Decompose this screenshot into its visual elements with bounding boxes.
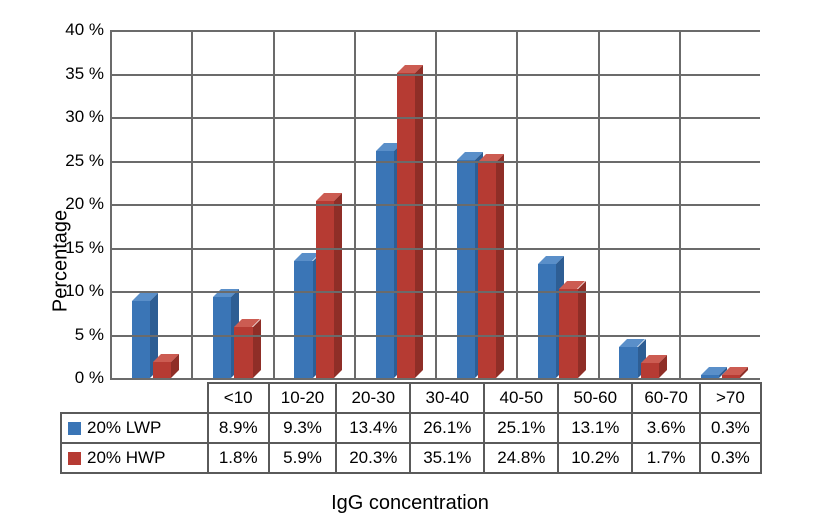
legend-label: 20% HWP <box>87 448 165 467</box>
category-header-cell: 60-70 <box>632 383 700 413</box>
legend-cell: 20% LWP <box>61 413 208 443</box>
gridline <box>112 248 760 250</box>
bar-front-face <box>538 264 556 378</box>
bar-front-face <box>132 301 150 378</box>
data-cell: 0.3% <box>700 413 761 443</box>
legend-cell: 20% HWP <box>61 443 208 473</box>
bar <box>641 363 659 378</box>
category-header-cell: >70 <box>700 383 761 413</box>
data-cell: 8.9% <box>208 413 269 443</box>
data-cell: 1.7% <box>632 443 700 473</box>
data-cell: 0.3% <box>700 443 761 473</box>
category-header-cell: <10 <box>208 383 269 413</box>
bar <box>619 347 637 378</box>
table-row: 20% HWP 1.8%5.9%20.3%35.1%24.8%10.2%1.7%0… <box>61 443 761 473</box>
y-tick-label: 25 % <box>65 151 112 171</box>
bar <box>478 162 496 378</box>
bar <box>722 375 740 378</box>
gridline <box>112 117 760 119</box>
bar <box>538 264 556 378</box>
bar-front-face <box>701 375 719 378</box>
y-tick-label: 40 % <box>65 20 112 40</box>
bar-front-face <box>619 347 637 378</box>
bar <box>213 297 231 378</box>
gridline <box>112 335 760 337</box>
bar-front-face <box>722 375 740 378</box>
bar-side-face <box>578 281 586 378</box>
data-table: <1010-2020-3030-4040-5050-6060-70>7020% … <box>60 382 762 474</box>
bar-front-face <box>478 162 496 378</box>
y-tick-label: 20 % <box>65 194 112 214</box>
bar-front-face <box>376 151 394 378</box>
data-cell: 25.1% <box>484 413 558 443</box>
bar-front-face <box>213 297 231 378</box>
y-tick-label: 5 % <box>75 325 112 345</box>
y-tick-label: 15 % <box>65 238 112 258</box>
gridline <box>112 30 760 32</box>
chart-container: Percentage 0 %5 %10 %15 %20 %25 %30 %35 … <box>0 0 820 521</box>
bar <box>153 362 171 378</box>
data-cell: 13.1% <box>558 413 632 443</box>
table-row: 20% LWP 8.9%9.3%13.4%26.1%25.1%13.1%3.6%0… <box>61 413 761 443</box>
bar-front-face <box>641 363 659 378</box>
legend-swatch <box>68 452 81 465</box>
bar-side-face <box>334 193 342 378</box>
data-cell: 9.3% <box>269 413 337 443</box>
y-tick-label: 35 % <box>65 64 112 84</box>
table-header-row: <1010-2020-3030-4040-5050-6060-70>70 <box>61 383 761 413</box>
data-cell: 5.9% <box>269 443 337 473</box>
gridline <box>112 74 760 76</box>
bar-side-face <box>253 319 261 378</box>
data-cell: 35.1% <box>410 443 484 473</box>
bar <box>376 151 394 378</box>
gridline <box>112 291 760 293</box>
bar-side-face <box>496 154 504 378</box>
x-axis-label: IgG concentration <box>0 492 820 515</box>
data-cell: 20.3% <box>336 443 410 473</box>
bar-front-face <box>153 362 171 378</box>
bar-front-face <box>457 160 475 378</box>
data-cell: 24.8% <box>484 443 558 473</box>
bar <box>294 261 312 378</box>
table-corner-cell <box>61 383 208 413</box>
bar <box>316 201 334 378</box>
bar-front-face <box>294 261 312 378</box>
bar-front-face <box>316 201 334 378</box>
bar <box>457 160 475 378</box>
legend-label: 20% LWP <box>87 418 161 437</box>
category-header-cell: 30-40 <box>410 383 484 413</box>
bar <box>132 301 150 378</box>
bar-side-face <box>415 65 423 378</box>
data-cell: 3.6% <box>632 413 700 443</box>
y-tick-label: 10 % <box>65 281 112 301</box>
data-cell: 13.4% <box>336 413 410 443</box>
gridline <box>112 161 760 163</box>
bar <box>701 375 719 378</box>
data-cell: 26.1% <box>410 413 484 443</box>
category-header-cell: 50-60 <box>558 383 632 413</box>
category-header-cell: 10-20 <box>269 383 337 413</box>
category-header-cell: 20-30 <box>336 383 410 413</box>
gridline <box>112 204 760 206</box>
legend-swatch <box>68 422 81 435</box>
plot-area: 0 %5 %10 %15 %20 %25 %30 %35 %40 % <box>110 30 760 380</box>
data-cell: 1.8% <box>208 443 269 473</box>
category-header-cell: 40-50 <box>484 383 558 413</box>
data-cell: 10.2% <box>558 443 632 473</box>
y-tick-label: 30 % <box>65 107 112 127</box>
